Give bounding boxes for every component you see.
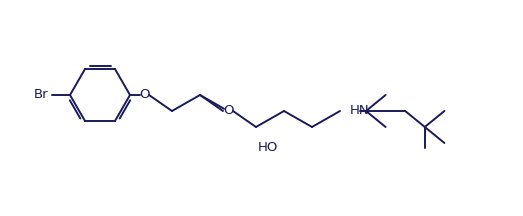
Text: HN: HN <box>350 105 370 118</box>
Text: O: O <box>139 89 149 102</box>
Text: Br: Br <box>33 89 48 102</box>
Text: O: O <box>223 105 233 118</box>
Text: HO: HO <box>258 141 278 154</box>
